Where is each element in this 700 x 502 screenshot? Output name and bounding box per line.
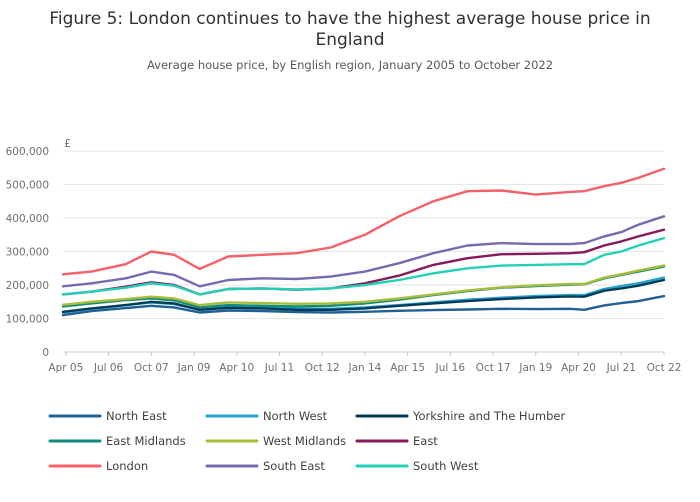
series-line-west-midlands: [61, 264, 666, 307]
x-tick-label: Apr 15: [390, 362, 425, 374]
x-tick-label: Jan 19: [518, 362, 552, 374]
legend-item-yorkshire-and-the-humber[interactable]: Yorkshire and The Humber: [355, 409, 565, 423]
legend-label: Yorkshire and The Humber: [412, 409, 565, 423]
legend-item-north-west[interactable]: North West: [205, 409, 328, 423]
legend-label: East Midlands: [106, 434, 186, 448]
legend-item-west-midlands[interactable]: West Midlands: [205, 434, 346, 448]
legend-item-east[interactable]: East: [355, 434, 438, 448]
x-tick-label: Jul 06: [93, 362, 124, 374]
x-tick-label: Jan 09: [177, 362, 211, 374]
chart-subtitle: Average house price, by English region, …: [147, 58, 553, 72]
chart-title-line-2: England: [315, 30, 384, 50]
y-tick-label: 100,000: [6, 314, 49, 326]
x-tick-label: Apr 20: [561, 362, 596, 374]
y-tick-label: 200,000: [6, 280, 49, 292]
series-line-london: [61, 167, 666, 276]
legend-item-london[interactable]: London: [48, 459, 148, 473]
legend-label: South West: [413, 459, 479, 473]
x-tick-label: Oct 22: [647, 362, 682, 374]
legend-item-north-east[interactable]: North East: [48, 409, 167, 423]
x-tick-label: Jul 21: [606, 362, 636, 374]
legend-item-east-midlands[interactable]: East Midlands: [48, 434, 186, 448]
y-tick-label: 0: [42, 347, 49, 359]
y-tick-label: 300,000: [6, 247, 49, 259]
legend-label: North East: [106, 409, 167, 423]
legend-label: North West: [263, 409, 328, 423]
legend-label: East: [413, 434, 438, 448]
legend[interactable]: North East North West Yorkshire and The Hu…: [48, 409, 565, 473]
x-tick-label: Jan 14: [347, 362, 381, 374]
series-line-south-east: [61, 215, 666, 288]
legend-item-south-east[interactable]: South East: [205, 459, 325, 473]
x-tick-label: Oct 12: [305, 362, 340, 374]
y-tick-label: 400,000: [6, 213, 49, 225]
y-axis-unit-label: £: [64, 137, 71, 150]
series-line-yorkshire-and-the-humber: [61, 278, 666, 313]
y-axis-ticks: 0 100,000 200,000 300,000 400,000 500,000 600,…: [6, 146, 49, 359]
legend-item-south-west[interactable]: South West: [355, 459, 479, 473]
x-tick-label: Jul 16: [435, 362, 466, 374]
legend-label: London: [106, 459, 148, 473]
y-tick-label: 600,000: [6, 146, 49, 158]
legend-label: South East: [263, 459, 325, 473]
x-tick-label: Apr 05: [48, 362, 83, 374]
series-line-north-east: [61, 294, 666, 317]
legend-label: West Midlands: [263, 434, 346, 448]
series-line-south-west: [61, 236, 666, 296]
x-tick-label: Jul 11: [264, 362, 294, 374]
x-axis-ticks: Apr 05 Jul 06 Oct 07 Jan 09 Apr 10 Jul 11 Oct …: [48, 352, 681, 374]
chart-title-line-1: Figure 5: London continues to have the h…: [49, 9, 650, 29]
x-tick-label: Apr 10: [219, 362, 254, 374]
series-lines: [61, 167, 666, 317]
x-tick-label: Oct 07: [134, 362, 169, 374]
x-tick-label: Oct 17: [476, 362, 511, 374]
y-tick-label: 500,000: [6, 180, 49, 192]
